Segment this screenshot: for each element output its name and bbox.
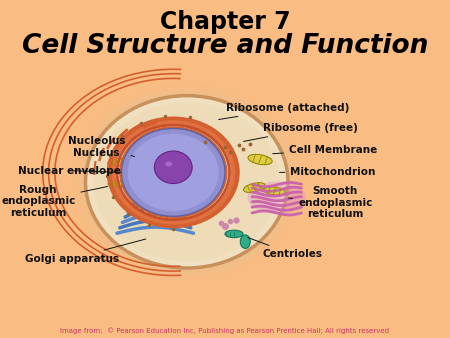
- Text: Ribosome (attached): Ribosome (attached): [219, 103, 350, 120]
- Ellipse shape: [248, 154, 272, 165]
- Ellipse shape: [86, 96, 288, 268]
- Ellipse shape: [225, 230, 243, 238]
- Text: Ribosome (free): Ribosome (free): [243, 123, 358, 141]
- Text: Cell Structure and Function: Cell Structure and Function: [22, 33, 428, 58]
- Ellipse shape: [94, 102, 280, 261]
- Text: Nuclear envelope: Nuclear envelope: [18, 166, 121, 176]
- Text: Image from:  © Pearson Education Inc, Publishing as Pearson Prentice Hall; All r: Image from: © Pearson Education Inc, Pub…: [60, 327, 390, 334]
- Ellipse shape: [243, 183, 265, 193]
- Ellipse shape: [122, 128, 225, 216]
- Text: Centrioles: Centrioles: [248, 238, 323, 259]
- Ellipse shape: [108, 181, 126, 188]
- Ellipse shape: [154, 151, 192, 184]
- Ellipse shape: [108, 159, 126, 166]
- Text: Golgi apparatus: Golgi apparatus: [25, 239, 146, 264]
- Text: Mitochondrion: Mitochondrion: [279, 167, 376, 177]
- Text: Cell Membrane: Cell Membrane: [273, 145, 377, 155]
- Ellipse shape: [264, 187, 285, 195]
- Text: Smooth
endoplasmic
reticulum: Smooth endoplasmic reticulum: [288, 186, 373, 219]
- Ellipse shape: [165, 162, 172, 166]
- Text: Nucleolus
Nucleus: Nucleolus Nucleus: [68, 136, 135, 158]
- Ellipse shape: [248, 182, 306, 214]
- Ellipse shape: [240, 235, 250, 248]
- Ellipse shape: [128, 134, 219, 211]
- Text: Rough
endoplasmic
reticulum: Rough endoplasmic reticulum: [1, 185, 108, 218]
- Text: Chapter 7: Chapter 7: [160, 10, 290, 34]
